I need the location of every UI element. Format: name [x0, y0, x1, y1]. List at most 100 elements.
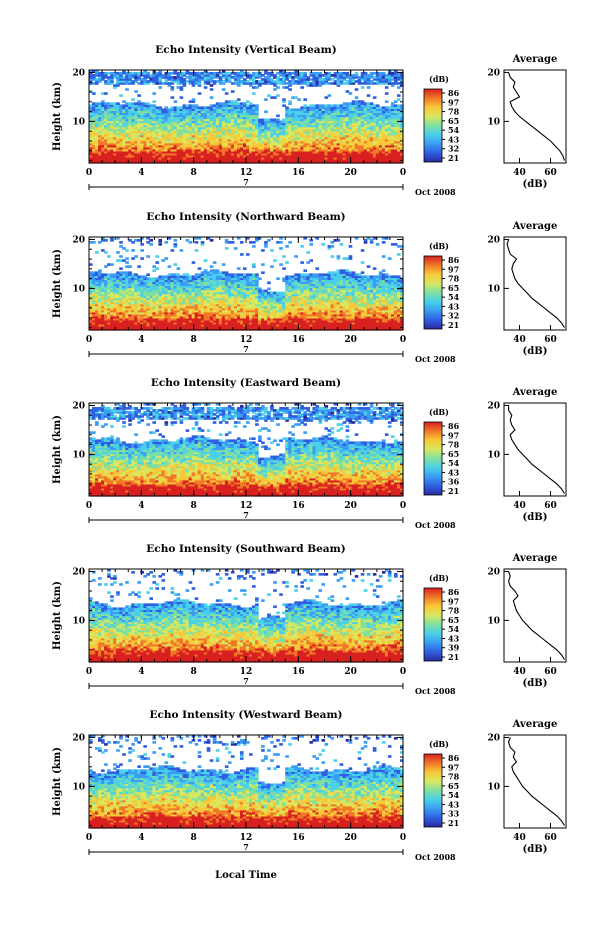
heatmap-cell	[261, 122, 265, 126]
heatmap-cell	[330, 160, 335, 164]
heatmap-cell	[399, 122, 404, 126]
heatmap-cell	[342, 148, 347, 152]
heatmap-cell	[200, 142, 205, 146]
heatmap-cell	[158, 146, 163, 150]
heatmap-cell	[152, 122, 157, 126]
heatmap-cell	[206, 140, 211, 144]
heatmap-cell	[366, 142, 371, 146]
heatmap-cell	[131, 152, 135, 156]
heatmap-cell	[321, 154, 326, 158]
heatmap-cell	[221, 150, 226, 154]
heatmap-cell	[363, 138, 368, 142]
heatmap-cell	[179, 120, 184, 124]
heatmap-cell	[306, 128, 310, 132]
heatmap-cell	[122, 148, 126, 152]
heatmap-cell	[360, 132, 365, 136]
heatmap-cell	[218, 136, 223, 140]
heatmap-cell	[206, 154, 211, 158]
heatmap-cell	[393, 136, 398, 140]
heatmap-cell	[197, 138, 202, 142]
heatmap-cell	[261, 130, 265, 134]
heatmap-cell	[107, 138, 111, 142]
heatmap-cell	[227, 160, 232, 164]
heatmap-cell	[170, 134, 175, 138]
heatmap-cell	[206, 150, 211, 154]
heatmap-cell	[194, 134, 199, 138]
heatmap-cell	[173, 154, 178, 158]
heatmap-cell	[246, 72, 250, 75]
heatmap-cell	[92, 136, 96, 140]
heatmap-cell	[390, 126, 395, 130]
heatmap-cell	[249, 126, 253, 130]
heatmap-cell	[224, 158, 229, 162]
heatmap-cell	[107, 142, 111, 146]
heatmap-cell	[152, 128, 157, 132]
heatmap-cell	[264, 136, 268, 140]
heatmap-cell	[261, 148, 265, 152]
heatmap-cell	[300, 124, 304, 128]
heatmap-cell	[89, 152, 93, 156]
heatmap-cell	[291, 134, 295, 138]
heatmap-cell	[203, 132, 208, 136]
heatmap-cell	[221, 88, 226, 91]
heatmap-cell	[258, 158, 262, 162]
heatmap-cell	[336, 122, 341, 126]
heatmap-cell	[122, 100, 126, 103]
heatmap-cell	[381, 72, 386, 75]
heatmap-cell	[188, 150, 193, 154]
heatmap-cell	[291, 146, 295, 150]
heatmap-cell	[227, 128, 232, 132]
heatmap-cell	[390, 154, 395, 158]
heatmap-cell	[366, 148, 371, 152]
heatmap-cell	[321, 144, 326, 148]
heatmap-cell	[294, 126, 298, 130]
heatmap-cell	[176, 140, 181, 144]
heatmap-cell	[279, 132, 283, 136]
heatmap-cell	[185, 158, 190, 162]
heatmap-cell	[327, 154, 332, 158]
heatmap-cell	[342, 140, 347, 144]
heatmap-cell	[282, 152, 286, 156]
heatmap-cell	[188, 146, 193, 150]
heatmap-cell	[146, 138, 150, 142]
heatmap-cell	[149, 130, 153, 134]
heatmap-cell	[236, 134, 241, 138]
heatmap-cell	[101, 158, 105, 162]
heatmap-cell	[387, 146, 392, 150]
heatmap-cell	[128, 122, 132, 126]
heatmap-cell	[197, 142, 202, 146]
heatmap-cell	[200, 140, 205, 144]
heatmap-cell	[119, 140, 123, 144]
heatmap-cell	[119, 138, 123, 142]
heatmap-cell	[155, 130, 160, 134]
heatmap-cell	[155, 150, 160, 154]
heatmap-cell	[396, 146, 401, 150]
heatmap-cell	[321, 146, 326, 150]
heatmap-cell	[351, 126, 356, 130]
heatmap-cell	[239, 160, 244, 164]
heatmap-cell	[143, 136, 147, 140]
heatmap-cell	[182, 142, 187, 146]
heatmap-cell	[149, 132, 153, 136]
heatmap-cell	[212, 148, 217, 152]
heatmap-cell	[318, 142, 323, 146]
x-tick-label: 4	[138, 168, 144, 178]
heatmap-cell	[89, 124, 93, 128]
heatmap-cell	[306, 134, 310, 138]
heatmap-cell	[312, 134, 317, 138]
heatmap-cell	[279, 154, 283, 158]
heatmap-cell	[300, 140, 304, 144]
heatmap-cell	[149, 142, 153, 146]
heatmap-cell	[110, 138, 114, 142]
heatmap-cell	[249, 128, 253, 132]
heatmap-cell	[390, 158, 395, 162]
heatmap-cell	[369, 150, 374, 154]
heatmap-cell	[134, 138, 138, 142]
heatmap-cell	[98, 120, 102, 124]
heatmap-cell	[137, 140, 141, 144]
heatmap-cell	[221, 154, 226, 158]
heatmap-cell	[209, 150, 214, 154]
heatmap-cell	[224, 142, 229, 146]
heatmap-cell	[357, 124, 362, 128]
heatmap-cell	[333, 124, 338, 128]
